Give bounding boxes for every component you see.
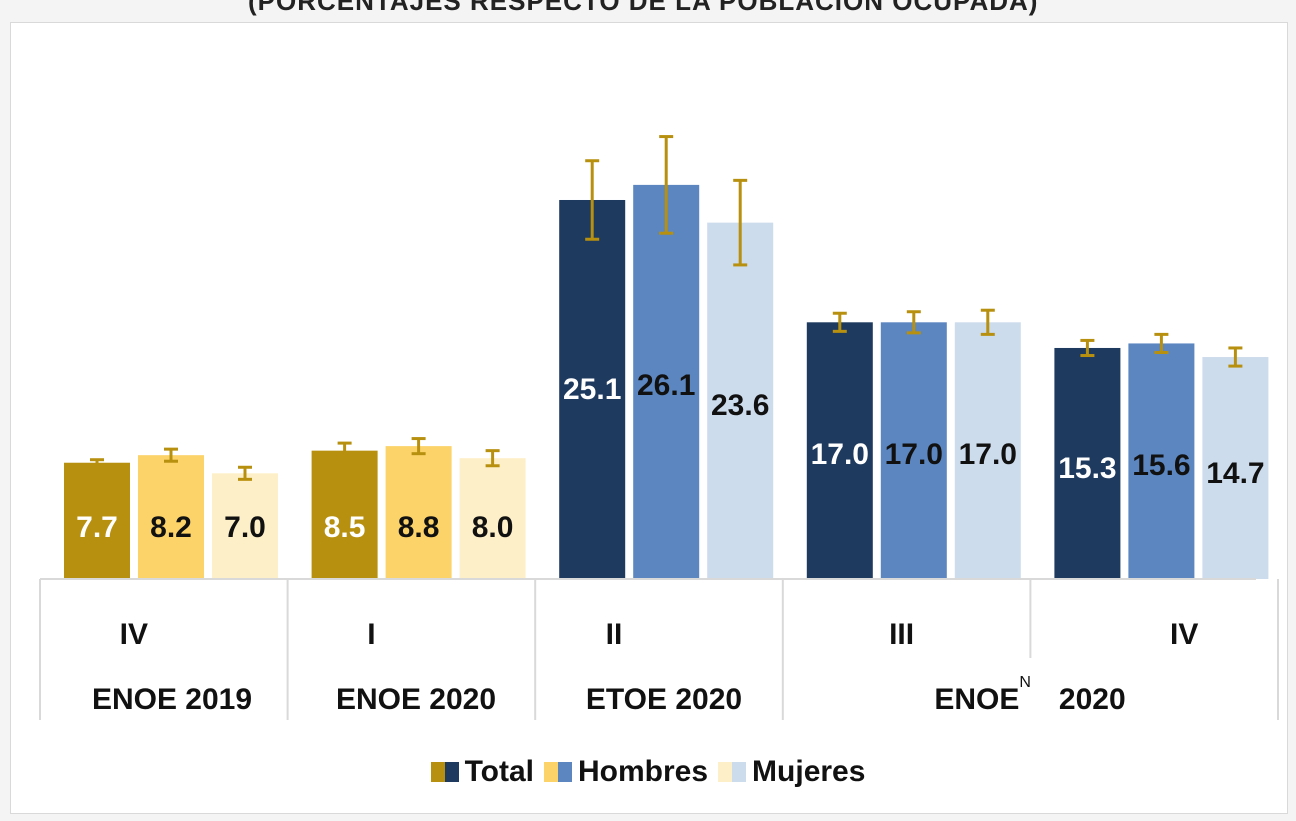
data-label-mujeres-1: 7.0 — [224, 511, 266, 544]
legend-label-total: Total — [464, 755, 534, 788]
legend-item-total: Total — [430, 755, 534, 789]
category-label-3: II — [606, 618, 623, 651]
data-label-total-2: 8.5 — [324, 511, 366, 544]
category-label-1: IV — [120, 618, 148, 651]
legend-swatch-mujeres — [718, 762, 747, 782]
group-label-year: 2020 — [1059, 683, 1126, 716]
data-label-hombres-1: 8.2 — [150, 511, 192, 544]
bar-hombres-4 — [880, 322, 947, 579]
group-label-1: ENOE 2019 — [92, 683, 252, 716]
chart-title-strip: (PORCENTAJES RESPECTO DE LA POBLACIÓN OC… — [0, 0, 1296, 24]
bar-total-4 — [806, 322, 873, 579]
bar-mujeres-4 — [954, 322, 1021, 579]
category-label-2: I — [367, 618, 375, 651]
data-label-hombres-4: 17.0 — [885, 438, 943, 471]
legend-item-mujeres: Mujeres — [718, 755, 865, 789]
bar-hombres-3 — [633, 184, 700, 579]
data-label-mujeres-4: 17.0 — [959, 438, 1017, 471]
group-label-superscript: N — [1019, 674, 1031, 691]
bar-mujeres-1 — [212, 473, 278, 579]
bar-total-1 — [64, 462, 130, 579]
data-label-mujeres-5: 14.7 — [1206, 457, 1264, 490]
data-label-hombres-3: 26.1 — [637, 369, 695, 402]
data-label-total-5: 15.3 — [1058, 452, 1116, 485]
group-label-2: ENOE 2020 — [336, 683, 496, 716]
legend-label-mujeres: Mujeres — [752, 755, 866, 788]
data-label-total-3: 25.1 — [563, 373, 621, 406]
bar-hombres-1 — [138, 455, 204, 579]
bar-hombres-2 — [385, 446, 452, 579]
group-label-4: ENOEN 2020 — [934, 674, 1125, 716]
bar-hombres-5 — [1128, 343, 1195, 579]
legend: Total Hombres Mujeres — [0, 752, 1296, 792]
bar-mujeres-2 — [459, 458, 526, 579]
data-label-mujeres-2: 8.0 — [472, 511, 514, 544]
group-label-enoe-name: ENOE — [934, 683, 1019, 716]
legend-item-hombres: Hombres — [544, 755, 708, 789]
bar-total-3 — [559, 199, 626, 580]
group-label-3: ETOE 2020 — [586, 683, 742, 716]
bar-total-2 — [311, 450, 378, 579]
data-label-total-1: 7.7 — [76, 511, 118, 544]
legend-label-hombres: Hombres — [578, 755, 709, 788]
chart-title: (PORCENTAJES RESPECTO DE LA POBLACIÓN OC… — [248, 0, 1039, 16]
bar-mujeres-5 — [1202, 357, 1269, 579]
data-label-hombres-2: 8.8 — [398, 511, 440, 544]
data-label-total-4: 17.0 — [811, 438, 869, 471]
bar-total-5 — [1054, 347, 1121, 579]
category-label-5: IV — [1170, 618, 1198, 651]
data-label-hombres-5: 15.6 — [1132, 449, 1190, 482]
category-label-4: III — [889, 618, 914, 651]
bar-mujeres-3 — [707, 222, 774, 579]
data-label-mujeres-3: 23.6 — [711, 389, 769, 422]
legend-swatch-total — [430, 762, 459, 782]
legend-swatch-hombres — [544, 762, 572, 782]
